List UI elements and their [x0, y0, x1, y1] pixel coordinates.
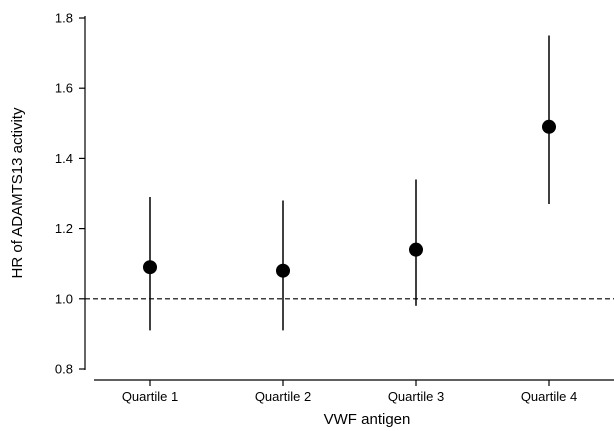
y-ticks: 0.8 1.0 1.2 1.4 1.6 1.8 — [55, 11, 85, 377]
x-tick-label: Quartile 1 — [122, 389, 178, 404]
y-tick-label: 1.2 — [55, 221, 73, 236]
x-tick-label: Quartile 3 — [388, 389, 444, 404]
x-axis: Quartile 1 Quartile 2 Quartile 3 Quartile 4 — [94, 379, 614, 404]
x-axis-title: VWF antigen — [324, 411, 411, 428]
x-tick-label: Quartile 4 — [521, 389, 577, 404]
y-tick-label: 1.4 — [55, 151, 73, 166]
x-tick-label: Quartile 2 — [255, 389, 311, 404]
y-tick-label: 0.8 — [55, 362, 73, 377]
data-point — [542, 119, 556, 134]
y-tick-label: 1.6 — [55, 81, 73, 96]
y-tick-label: 1.0 — [55, 291, 73, 306]
x-ticks: Quartile 1 Quartile 2 Quartile 3 Quartile 4 — [122, 380, 577, 404]
data-point — [276, 263, 290, 278]
data-marks — [143, 35, 556, 331]
data-point — [409, 242, 423, 257]
y-tick-label: 1.8 — [55, 11, 73, 26]
y-axis-title: HR of ADAMTS13 activity — [9, 107, 26, 278]
data-point — [143, 260, 157, 275]
y-axis: 0.8 1.0 1.2 1.4 1.6 1.8 — [55, 11, 86, 377]
